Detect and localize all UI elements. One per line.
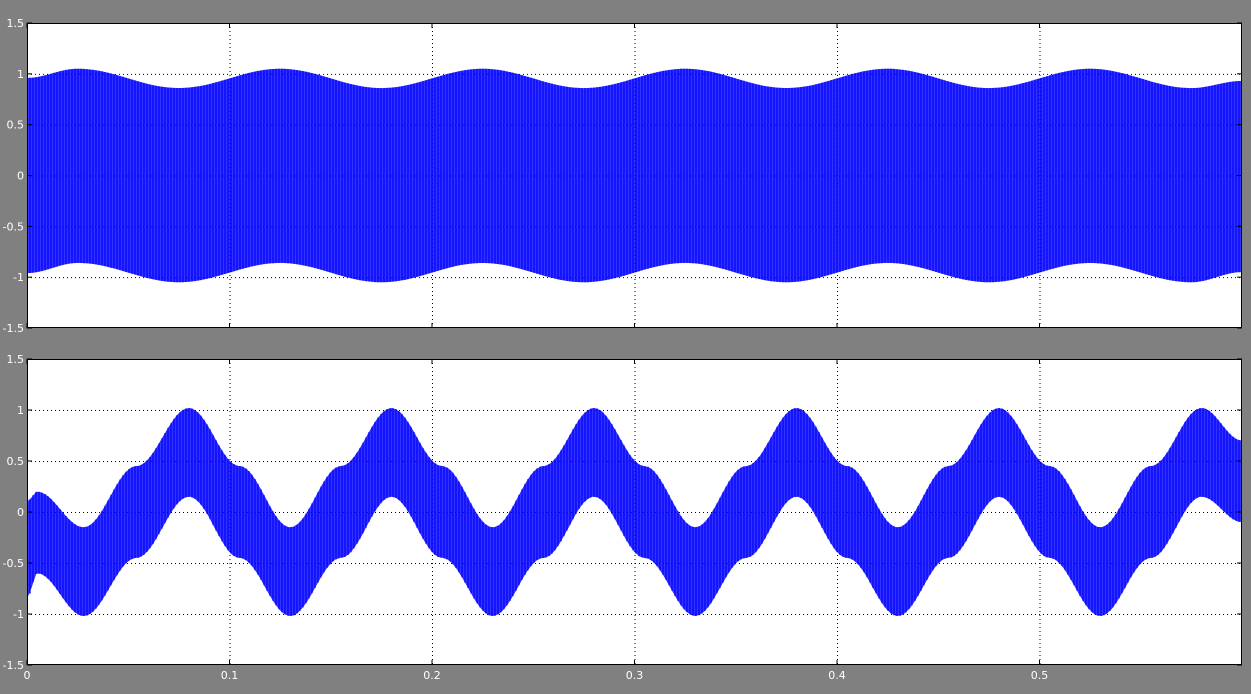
y-tick-label: 1	[17, 68, 24, 81]
y-tick-label: -1	[13, 608, 24, 621]
top-scope-axes: -1.5 -1 -0.5 0 0.5 1 1.5	[3, 17, 1242, 335]
y-tick-label: -1	[13, 271, 24, 284]
signal-trace-0	[27, 408, 1242, 616]
signal-switching-lines	[27, 408, 1242, 616]
y-tick-label: 0	[17, 170, 24, 183]
signal-switching-lines	[27, 68, 1242, 283]
y-tick-label: 0	[17, 506, 24, 519]
y-tick-label: 1.5	[7, 353, 25, 366]
x-tick-label: 0.5	[1031, 669, 1049, 682]
signal-trace-0	[27, 68, 1242, 283]
y-tick-label: -1.5	[3, 322, 24, 335]
y-tick-label: 1.5	[7, 17, 25, 30]
y-tick-label: 0.5	[7, 119, 25, 132]
x-tick-label: 0.3	[626, 669, 644, 682]
x-tick-label: 0	[24, 669, 31, 682]
bottom-scope-axes: -1.5 -1 -0.5 0 0.5 1 1.5 0 0.1 0.2 0.3 0.4 0.5	[3, 353, 1242, 682]
y-tick-label: -0.5	[3, 557, 24, 570]
signal-envelope	[27, 408, 1242, 616]
x-tick-label: 0.4	[828, 669, 846, 682]
y-tick-label: 1	[17, 404, 24, 417]
x-tick-label: 0.2	[423, 669, 441, 682]
y-tick-label: 0.5	[7, 455, 25, 468]
signal-envelope	[27, 68, 1242, 283]
x-tick-label: 0.1	[221, 669, 239, 682]
y-tick-label: -0.5	[3, 220, 24, 233]
y-tick-label: -1.5	[3, 659, 24, 672]
